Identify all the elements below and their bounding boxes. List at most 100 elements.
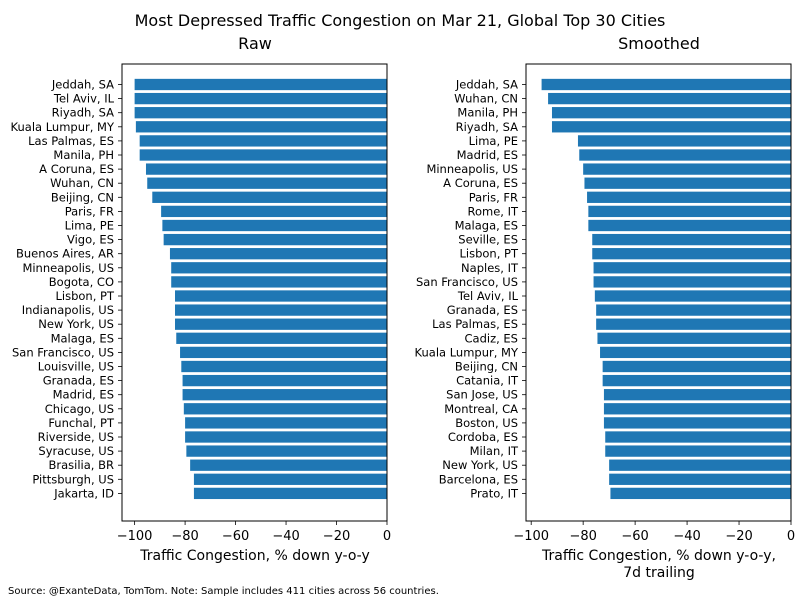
smoothed-x-tick-label: −60: [621, 529, 648, 544]
smoothed-x-tick-label: −40: [673, 529, 700, 544]
raw-category-label: Lisbon, PT: [56, 289, 115, 303]
smoothed-bar: [610, 487, 791, 500]
smoothed-bar: [579, 149, 791, 161]
raw-category-label: Syracuse, US: [38, 444, 114, 458]
smoothed-bars: [541, 78, 791, 500]
smoothed-bar: [596, 304, 791, 316]
smoothed-bar: [603, 417, 791, 429]
smoothed-bar: [603, 403, 791, 415]
raw-bar: [163, 233, 387, 246]
raw-bar: [152, 191, 387, 203]
raw-x-ticks: −100 −80 −60 −40 −20 0: [117, 521, 391, 544]
raw-bar: [193, 487, 387, 500]
smoothed-x-axis-label: Traffic Congestion, % down y-o-y,: [541, 548, 776, 564]
smoothed-x-tick-label: 0: [787, 529, 795, 544]
raw-bar: [175, 304, 387, 316]
smoothed-category-label: Seville, ES: [458, 233, 518, 247]
raw-x-tick-label: −40: [272, 529, 299, 544]
raw-category-label: Granada, ES: [43, 374, 114, 388]
raw-bar: [176, 332, 387, 344]
raw-category-label: Indianapolis, US: [22, 303, 114, 317]
smoothed-category-label: Wuhan, CN: [454, 92, 518, 106]
raw-category-label: Funchal, PT: [48, 416, 115, 430]
raw-category-label: Chicago, US: [45, 402, 114, 416]
smoothed-category-label: Granada, ES: [447, 303, 518, 317]
raw-bar: [145, 163, 387, 175]
smoothed-bar: [588, 205, 791, 218]
raw-panel-title: Raw: [238, 34, 272, 53]
smoothed-bar: [594, 290, 791, 302]
raw-bar: [193, 473, 387, 485]
smoothed-x-ticks: −100 −80 −60 −40 −20 0: [513, 521, 795, 544]
raw-category-label: Malaga, ES: [51, 331, 114, 345]
raw-x-tick-label: −20: [323, 529, 350, 544]
raw-bar: [162, 219, 387, 232]
smoothed-category-label: Minneapolis, US: [426, 162, 518, 176]
smoothed-bar: [551, 121, 791, 133]
smoothed-category-label: Madrid, ES: [457, 148, 518, 162]
smoothed-bar: [551, 107, 791, 119]
smoothed-category-label: San Jose, US: [446, 388, 518, 402]
raw-x-tick-label: −80: [171, 529, 198, 544]
raw-bar: [134, 107, 387, 119]
raw-bar: [183, 403, 387, 415]
smoothed-category-label: Riyadh, SA: [456, 120, 518, 134]
smoothed-bar: [593, 276, 791, 288]
raw-bars: [134, 78, 387, 500]
raw-category-label: Louisville, US: [38, 360, 114, 374]
smoothed-category-label: Manila, PH: [457, 106, 518, 120]
smoothed-category-label: Naples, IT: [461, 261, 519, 275]
smoothed-category-label: Cadiz, ES: [465, 331, 519, 345]
raw-bar: [169, 248, 387, 260]
smoothed-x-tick-label: −80: [569, 529, 596, 544]
raw-x-tick-label: −100: [117, 529, 153, 544]
smoothed-category-label: Milan, IT: [470, 444, 519, 458]
smoothed-category-label: Rome, IT: [467, 204, 518, 218]
raw-bar: [171, 262, 387, 274]
smoothed-bar: [588, 219, 791, 232]
smoothed-bar: [592, 233, 791, 246]
raw-bar: [190, 459, 387, 471]
raw-bar: [181, 360, 387, 373]
smoothed-category-label: Montreal, CA: [444, 402, 518, 416]
smoothed-bar: [587, 191, 791, 203]
smoothed-category-label: New York, US: [442, 458, 518, 472]
raw-category-label: Brasilia, BR: [49, 458, 114, 472]
smoothed-bar: [541, 78, 791, 91]
smoothed-category-label: Prato, IT: [470, 486, 519, 500]
smoothed-bar: [577, 135, 791, 147]
smoothed-bar: [592, 248, 791, 260]
raw-bar: [134, 78, 387, 91]
figure-title: Most Depressed Traffic Congestion on Mar…: [135, 11, 666, 30]
smoothed-category-label: Lima, PE: [469, 134, 518, 148]
raw-category-label: New York, US: [38, 317, 114, 331]
smoothed-bar: [603, 389, 791, 401]
smoothed-bar: [602, 360, 791, 373]
smoothed-category-label: Las Palmas, ES: [432, 317, 518, 331]
raw-bar: [161, 205, 387, 218]
smoothed-category-label: Paris, FR: [469, 190, 518, 204]
raw-category-label: Lima, PE: [65, 219, 114, 233]
raw-category-label: Madrid, ES: [53, 388, 114, 402]
smoothed-bar: [605, 445, 791, 457]
raw-category-label: Las Palmas, ES: [28, 134, 114, 148]
raw-category-label: Riverside, US: [38, 430, 114, 444]
raw-category-label: A Coruna, ES: [39, 162, 114, 176]
smoothed-bar: [609, 473, 791, 485]
smoothed-x-axis-label-line2: 7d trailing: [623, 565, 695, 581]
smoothed-x-tick-label: −20: [725, 529, 752, 544]
raw-category-label: Jakarta, ID: [53, 486, 114, 500]
raw-category-label: Manila, PH: [53, 148, 114, 162]
raw-bar: [134, 92, 387, 105]
smoothed-axes-frame: [525, 63, 792, 522]
raw-category-label: Vigo, ES: [67, 233, 114, 247]
smoothed-bar: [605, 431, 791, 443]
smoothed-bar: [548, 92, 791, 105]
raw-bar: [175, 318, 387, 330]
smoothed-category-label: Catania, IT: [456, 374, 519, 388]
raw-bar: [139, 149, 387, 161]
